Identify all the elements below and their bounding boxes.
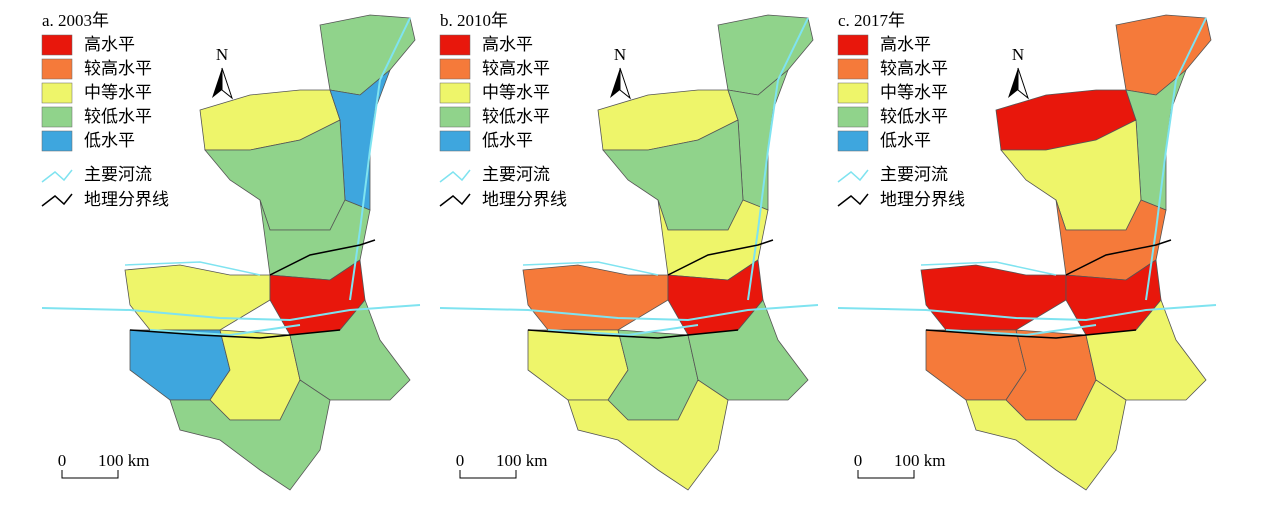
boundary [667, 239, 774, 276]
legend-swatch [439, 106, 471, 128]
river [920, 261, 1057, 276]
legend-label: 较低水平 [880, 107, 948, 126]
scale-label: 0 [456, 451, 465, 470]
legend-label: 较高水平 [84, 59, 152, 78]
region [1115, 14, 1212, 96]
legend-label: 高水平 [84, 35, 135, 54]
region [965, 379, 1127, 491]
region [129, 329, 231, 401]
river [1145, 17, 1207, 301]
region [567, 379, 729, 491]
river [522, 261, 659, 276]
north-arrow [221, 67, 234, 100]
legend-label: 地理分界线 [84, 190, 169, 209]
legend-label: 主要河流 [880, 165, 948, 184]
legend-boundary [439, 193, 471, 207]
legend-label: 主要河流 [84, 165, 152, 184]
legend-label: 较高水平 [880, 59, 948, 78]
scale-label: 100 km [496, 451, 547, 470]
legend-swatch [837, 130, 869, 152]
legend-swatch [41, 82, 73, 104]
region [169, 379, 331, 491]
legend-swatch [439, 34, 471, 56]
region [124, 264, 271, 331]
legend-label: 主要河流 [482, 165, 550, 184]
legend-label: 较低水平 [482, 107, 550, 126]
region [522, 264, 669, 331]
legend-label: 低水平 [84, 131, 135, 150]
panel-title: b. 2010年 [440, 11, 508, 30]
river [149, 324, 301, 337]
legend-label: 中等水平 [482, 83, 550, 102]
scale-label: 100 km [98, 451, 149, 470]
river [945, 324, 1097, 337]
panel-title: c. 2017年 [838, 11, 905, 30]
legend-swatch [837, 58, 869, 80]
river [747, 17, 809, 301]
boundary [925, 329, 1137, 339]
boundary [527, 329, 739, 339]
legend-boundary [41, 193, 73, 207]
north-arrow [1017, 67, 1030, 100]
legend-label: 低水平 [880, 131, 931, 150]
region [925, 329, 1027, 401]
legend-label: 高水平 [880, 35, 931, 54]
region [717, 14, 814, 96]
legend-swatch [439, 58, 471, 80]
legend-swatch [439, 82, 471, 104]
panel-title: a. 2003年 [42, 11, 109, 30]
legend-swatch [41, 106, 73, 128]
legend-swatch [837, 34, 869, 56]
scale-label: 0 [854, 451, 863, 470]
north-arrow [1008, 68, 1018, 98]
region [319, 14, 416, 96]
river [41, 304, 421, 322]
scale-label: 0 [58, 451, 67, 470]
north-arrow [610, 68, 620, 98]
boundary [129, 329, 341, 339]
boundary [1065, 239, 1172, 276]
boundary [269, 239, 376, 276]
legend-label: 地理分界线 [482, 190, 567, 209]
region [920, 264, 1067, 331]
legend-swatch [41, 58, 73, 80]
north-arrow [212, 68, 222, 98]
legend-label: 中等水平 [880, 83, 948, 102]
legend-label: 较高水平 [482, 59, 550, 78]
north-label: N [1012, 45, 1024, 64]
scale-label: 100 km [894, 451, 945, 470]
legend-label: 地理分界线 [880, 190, 965, 209]
legend-swatch [837, 106, 869, 128]
river [837, 304, 1217, 322]
legend-river [439, 169, 471, 183]
legend-label: 低水平 [482, 131, 533, 150]
river [124, 261, 261, 276]
north-arrow [619, 67, 632, 100]
region [527, 329, 629, 401]
river [547, 324, 699, 337]
legend-swatch [41, 130, 73, 152]
scale-bar [857, 470, 915, 479]
river [439, 304, 819, 322]
legend-swatch [41, 34, 73, 56]
scale-bar [61, 470, 119, 479]
legend-boundary [837, 193, 869, 207]
legend-river [837, 169, 869, 183]
legend-swatch [837, 82, 869, 104]
river [349, 17, 411, 301]
scale-bar [459, 470, 517, 479]
legend-river [41, 169, 73, 183]
legend-swatch [439, 130, 471, 152]
legend-label: 中等水平 [84, 83, 152, 102]
north-label: N [216, 45, 228, 64]
north-label: N [614, 45, 626, 64]
legend-label: 高水平 [482, 35, 533, 54]
legend-label: 较低水平 [84, 107, 152, 126]
